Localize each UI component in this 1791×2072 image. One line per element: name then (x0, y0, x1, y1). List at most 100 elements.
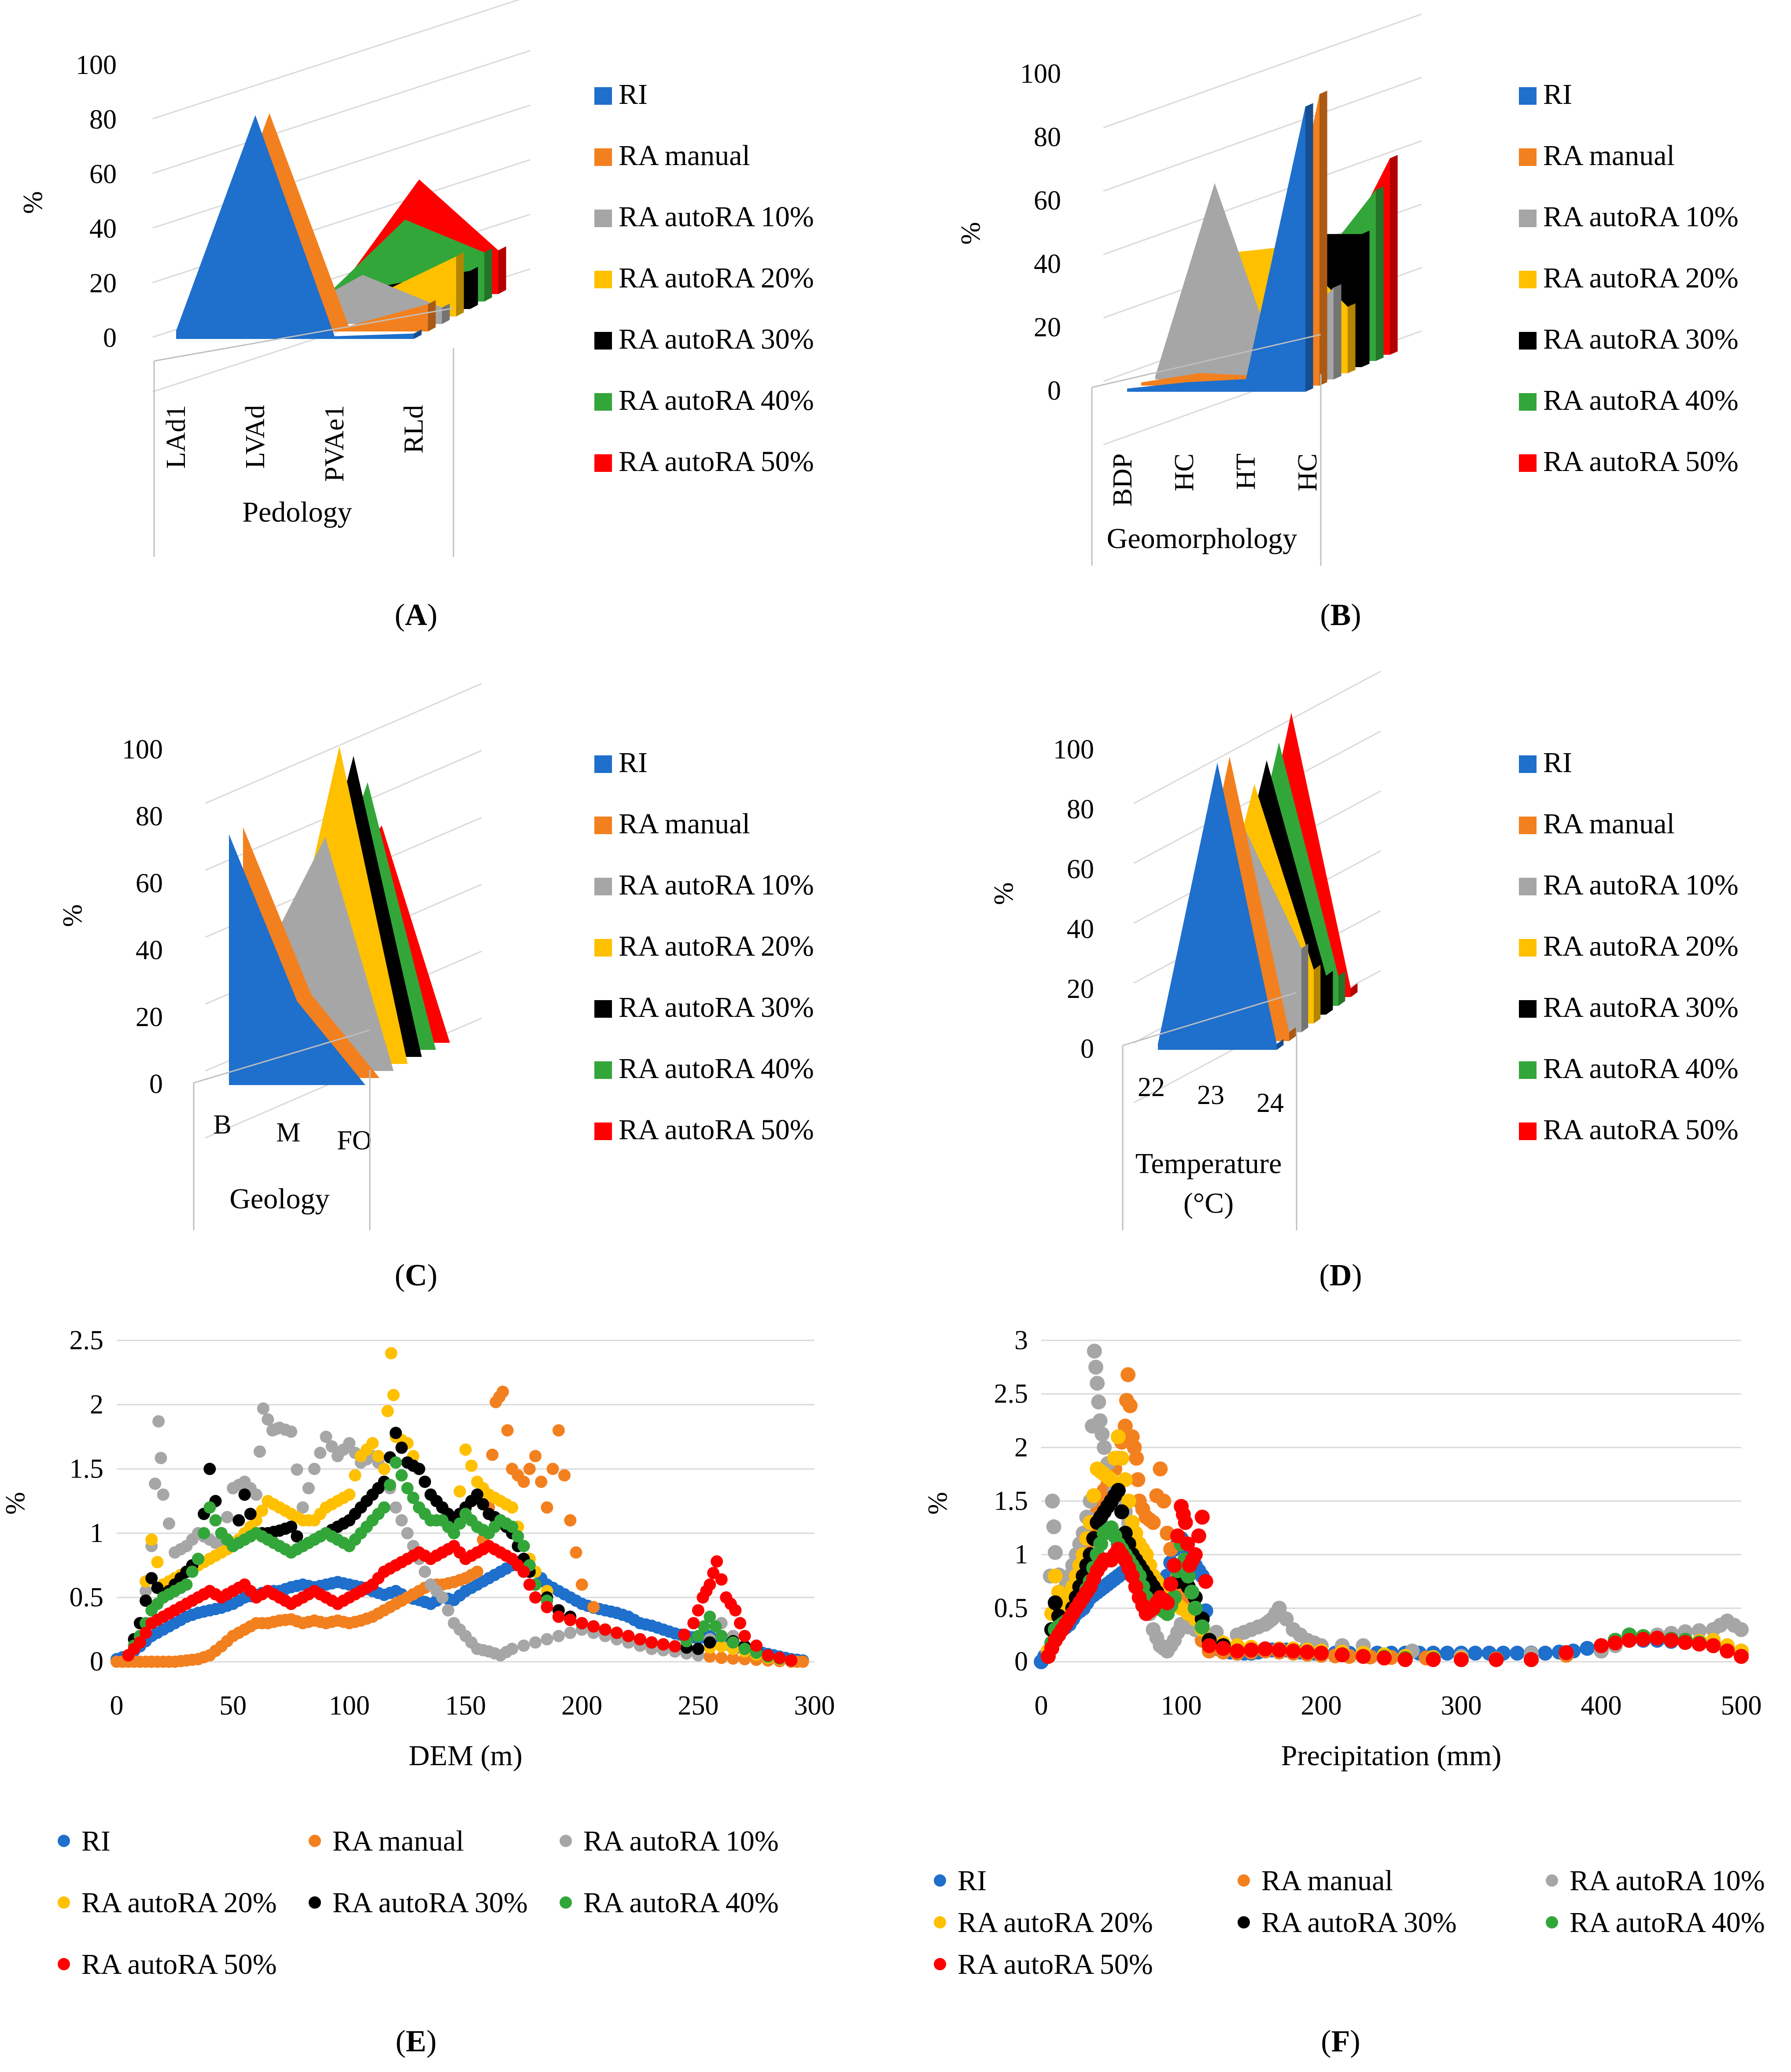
legend-marker (560, 1896, 572, 1909)
scatter-point (390, 1456, 402, 1469)
y-tick-label: 0 (1047, 376, 1061, 406)
scatter-point (1146, 1515, 1161, 1530)
legend-label: RA autoRA 10% (1543, 201, 1739, 233)
x-tick-label: 100 (329, 1691, 370, 1721)
legend-item: RA autoRA 10% (1519, 201, 1739, 233)
scatter-point (587, 1601, 600, 1613)
legend-label: RA autoRA 50% (1543, 1114, 1739, 1146)
scatter-point (1122, 1398, 1138, 1413)
y-tick-label: 2 (90, 1390, 103, 1420)
axis-line (1122, 992, 1297, 1046)
scatter-point (1045, 1494, 1060, 1509)
legend-item: RA autoRA 30% (594, 323, 814, 355)
y-tick-label: 0 (103, 323, 117, 353)
scatter-series-ra-autora-50 (122, 1540, 798, 1667)
scatter-point (413, 1463, 425, 1475)
legend-label: RI (619, 78, 648, 110)
legend-item: RA autoRA 20% (934, 1906, 1153, 1939)
y-tick-label: 100 (76, 50, 117, 80)
y-axis-title: % (956, 222, 986, 245)
scatter-point (517, 1476, 530, 1488)
category-label: HC (1293, 453, 1323, 491)
legend-item: RA autoRA 30% (309, 1887, 528, 1919)
y-tick-label: 20 (136, 1002, 163, 1032)
scatter-point (610, 1627, 623, 1639)
area-side (1390, 155, 1398, 355)
scatter-point (459, 1443, 472, 1456)
scatter-point (529, 1591, 542, 1604)
legend-item: RA autoRA 50% (1519, 445, 1739, 478)
scatter-point (448, 1527, 461, 1539)
scatter-point (1198, 1574, 1213, 1589)
area-side (408, 1060, 416, 1064)
scatter-point (1397, 1652, 1413, 1667)
legend-marker (58, 1896, 70, 1909)
panel-label: (B) (1320, 598, 1361, 632)
scatter-point (546, 1463, 559, 1475)
y-tick-label: 60 (1067, 854, 1094, 884)
legend-swatch (1519, 332, 1537, 350)
scatter-point (1216, 1641, 1231, 1656)
category-label: BDP (1108, 453, 1138, 507)
y-tick-label: 60 (89, 159, 117, 189)
scatter-point (366, 1437, 379, 1450)
scatter-point (133, 1636, 146, 1649)
scatter-point (1734, 1622, 1749, 1637)
legend-marker (1546, 1916, 1558, 1928)
scatter-point (302, 1482, 315, 1494)
scatter-point (372, 1450, 385, 1462)
x-axis-title-unit: (°C) (1183, 1187, 1234, 1219)
scatter-point (517, 1639, 530, 1652)
scatter-point (1114, 1504, 1129, 1520)
gridline (1133, 670, 1381, 804)
scatter-point (1271, 1601, 1287, 1616)
scatter-point (162, 1517, 175, 1530)
x-tick-label: 0 (1035, 1691, 1048, 1721)
legend-label: RA autoRA 30% (619, 991, 814, 1023)
scatter-point (1286, 1643, 1301, 1659)
area-side (1319, 90, 1327, 386)
scatter-point (541, 1501, 553, 1514)
area-side (484, 248, 492, 302)
legend-item: RA autoRA 20% (58, 1887, 277, 1919)
scatter-point (203, 1463, 216, 1475)
legend: RI RA manual RA autoRA 10% RA autoRA 20% RA … (594, 747, 814, 1146)
panel-f: 0 0.5 1 1.5 2 2.5 3 0 100 200 300 400 500 Precipitati… (923, 1325, 1765, 2058)
panel-e: 0 0.5 1 1.5 2 2.5 0 50 100 150 200 250 300 DEM (m)% RI… (0, 1325, 835, 2058)
legend-swatch (594, 87, 612, 105)
area-side (1314, 964, 1321, 1023)
legend-label: RA manual (332, 1825, 464, 1857)
gridline (1103, 140, 1422, 255)
legend: RI RA manual RA autoRA 10% RA autoRA 20% RA … (594, 78, 814, 478)
scatter-point (1091, 1394, 1106, 1410)
scatter-point (1129, 1450, 1144, 1466)
legend-label: RA autoRA 40% (1570, 1906, 1765, 1939)
scatter-point (796, 1656, 809, 1668)
scatter-point (471, 1565, 483, 1578)
scatter-point (773, 1652, 786, 1664)
legend-swatch (1519, 1122, 1537, 1140)
legend-label: RA manual (1543, 140, 1675, 172)
area-side (1289, 1027, 1296, 1041)
scatter-point (453, 1485, 466, 1498)
legend-item: RA autoRA 20% (1519, 262, 1739, 294)
area-side (1348, 303, 1356, 373)
scatter-point (1117, 1418, 1133, 1434)
scatter-point (709, 1620, 722, 1633)
scatter-point (733, 1617, 746, 1630)
scatter-point (657, 1638, 670, 1651)
area-series-ri (1158, 762, 1284, 1050)
y-tick-label: 3 (1014, 1325, 1028, 1355)
x-axis-title: Precipitation (mm) (1281, 1740, 1501, 1772)
scatter-point (506, 1501, 519, 1514)
area-side (380, 1074, 387, 1078)
y-tick-label: 60 (136, 869, 163, 898)
y-axis-title: % (18, 191, 48, 214)
area-face (1155, 183, 1334, 379)
scatter-point (575, 1578, 588, 1591)
scatter-point (506, 1520, 519, 1533)
scatter-point (1117, 1472, 1133, 1487)
legend-item: RA autoRA 40% (1519, 1053, 1739, 1085)
x-axis-title: Temperature (1135, 1148, 1282, 1180)
scatter-point (1047, 1595, 1063, 1611)
